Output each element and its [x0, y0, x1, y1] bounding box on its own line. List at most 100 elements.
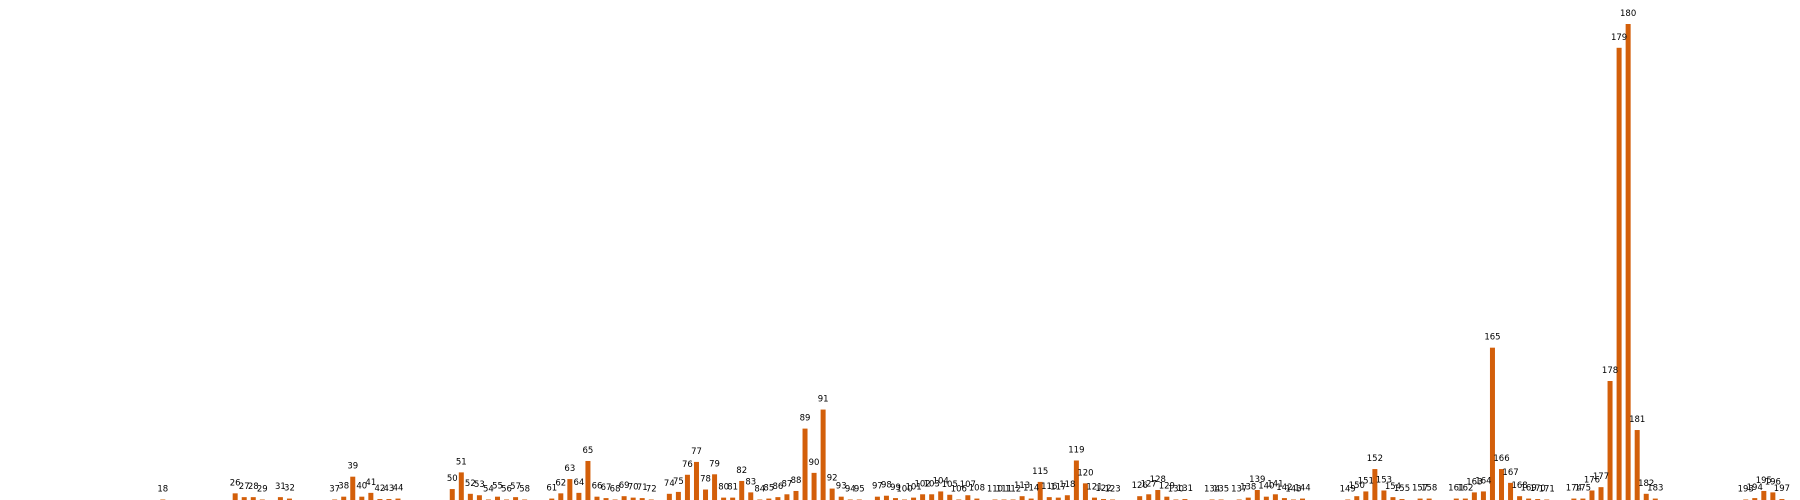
- bar-label-85: 85: [763, 484, 774, 494]
- bar-181: [1634, 430, 1640, 500]
- bar-158: [1426, 498, 1432, 500]
- bar-label-142: 142: [1276, 483, 1292, 493]
- bar-168: [1517, 496, 1523, 500]
- bar-65: [585, 460, 591, 500]
- bar-label-119: 119: [1068, 445, 1084, 455]
- bar-label-80: 80: [718, 483, 729, 493]
- bar-label-180: 180: [1620, 9, 1636, 19]
- bar-44: [395, 498, 401, 500]
- bar-105: [947, 494, 953, 500]
- bar-51: [458, 472, 464, 500]
- bar-81: [730, 497, 736, 500]
- bar-label-170: 170: [1530, 484, 1546, 494]
- bar-71: [639, 498, 645, 500]
- bar-label-31: 31: [275, 482, 286, 492]
- bar-79: [712, 474, 718, 500]
- bar-80: [721, 497, 727, 500]
- bar-label-82: 82: [736, 466, 747, 476]
- bar-40: [359, 496, 365, 500]
- bar-label-38: 38: [338, 482, 349, 492]
- bar-label-175: 175: [1575, 484, 1591, 494]
- bar-label-108: 108: [969, 484, 985, 494]
- bar-62: [558, 493, 564, 500]
- bar-108: [974, 498, 980, 500]
- bar-label-81: 81: [727, 483, 738, 493]
- bar-169: [1526, 498, 1532, 500]
- bar-label-26: 26: [230, 478, 241, 488]
- bar-label-77: 77: [691, 447, 702, 457]
- bar-150: [1354, 496, 1360, 500]
- bar-64: [576, 492, 582, 500]
- bar-label-138: 138: [1240, 483, 1256, 493]
- bar-174: [1571, 498, 1577, 500]
- bar-label-196: 196: [1765, 477, 1781, 487]
- bar-167: [1508, 482, 1514, 500]
- bar-113: [1019, 496, 1025, 500]
- bar-label-27: 27: [239, 482, 250, 492]
- bar-label-116: 116: [1041, 482, 1057, 492]
- bar-99: [892, 498, 898, 500]
- bar-165: [1489, 347, 1495, 500]
- bar-label-179: 179: [1611, 33, 1627, 43]
- bar-label-76: 76: [682, 460, 693, 470]
- bar-label-164: 164: [1475, 476, 1491, 486]
- bar-label-163: 163: [1466, 477, 1482, 487]
- bar-label-62: 62: [555, 478, 566, 488]
- bar-label-74: 74: [664, 479, 675, 489]
- bar-128: [1155, 490, 1161, 500]
- bar-label-89: 89: [800, 414, 811, 424]
- bar-label-182: 182: [1638, 479, 1654, 489]
- bar-86: [775, 497, 781, 500]
- bar-57: [513, 497, 519, 500]
- bar-label-32: 32: [284, 484, 295, 494]
- bar-63: [567, 479, 573, 500]
- bar-55: [494, 496, 500, 500]
- bar-label-100: 100: [896, 485, 912, 495]
- bar-50: [449, 489, 455, 500]
- bar-89: [802, 428, 808, 500]
- bar-label-115: 115: [1032, 467, 1048, 477]
- bar-label-113: 113: [1014, 481, 1030, 491]
- bar-label-131: 131: [1177, 484, 1193, 494]
- bar-label-111: 111: [996, 485, 1012, 495]
- bar-label-128: 128: [1150, 475, 1166, 485]
- bar-label-167: 167: [1502, 468, 1518, 478]
- bar-139: [1254, 490, 1260, 500]
- bar-label-65: 65: [583, 446, 594, 456]
- bar-74: [666, 493, 672, 500]
- bar-114: [1028, 498, 1034, 500]
- bar-label-169: 169: [1521, 484, 1537, 494]
- bar-label-50: 50: [447, 474, 458, 484]
- bar-195: [1761, 490, 1767, 500]
- bar-label-158: 158: [1421, 484, 1437, 494]
- bar-label-174: 174: [1566, 484, 1582, 494]
- bar-label-183: 183: [1647, 484, 1663, 494]
- bar-164: [1480, 491, 1486, 500]
- bar-163: [1471, 492, 1477, 500]
- bar-102: [920, 494, 926, 500]
- bar-label-83: 83: [745, 477, 756, 487]
- bar-121: [1091, 497, 1097, 500]
- bar-118: [1064, 495, 1070, 500]
- bar-label-139: 139: [1249, 475, 1265, 485]
- bar-label-157: 157: [1412, 484, 1428, 494]
- bar-label-118: 118: [1059, 480, 1075, 490]
- bar-194: [1752, 498, 1758, 500]
- bar-98: [883, 495, 889, 500]
- bar-107: [965, 495, 971, 500]
- bar-32: [286, 498, 292, 500]
- bar-142: [1281, 498, 1287, 500]
- bar-144: [1300, 498, 1306, 500]
- bar-78: [703, 489, 709, 500]
- bar-label-61: 61: [546, 484, 557, 494]
- bar-180: [1625, 24, 1631, 500]
- bar-label-120: 120: [1077, 468, 1093, 478]
- bar-162: [1462, 498, 1468, 500]
- bar-126: [1137, 496, 1143, 500]
- bar-label-143: 143: [1285, 485, 1301, 495]
- bar-104: [938, 491, 944, 500]
- bar-label-54: 54: [483, 485, 494, 495]
- bar-41: [368, 492, 374, 500]
- bar-label-123: 123: [1104, 485, 1120, 495]
- bar-label-105: 105: [942, 480, 958, 490]
